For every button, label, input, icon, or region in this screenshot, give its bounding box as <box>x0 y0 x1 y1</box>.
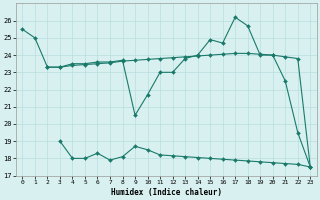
X-axis label: Humidex (Indice chaleur): Humidex (Indice chaleur) <box>111 188 222 197</box>
